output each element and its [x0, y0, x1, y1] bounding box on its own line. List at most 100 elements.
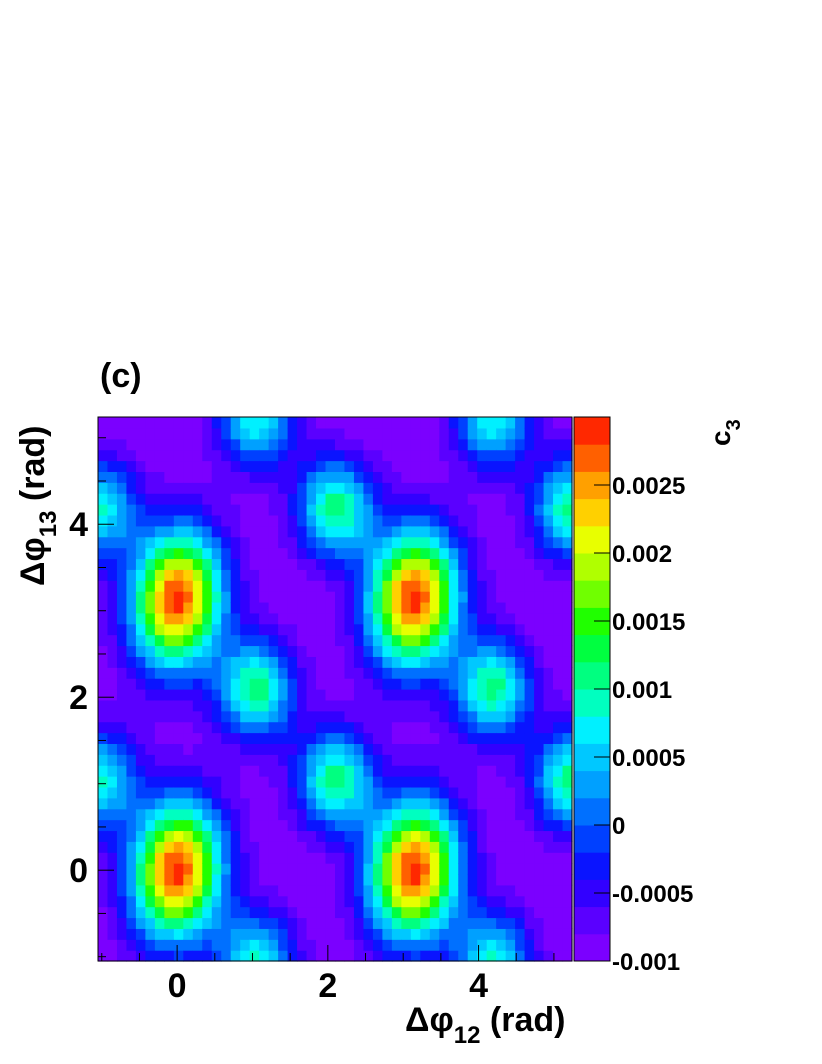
heatmap-cell [353, 819, 365, 832]
heatmap-cell [401, 569, 412, 581]
heatmap-cell [202, 699, 213, 712]
heatmap-cell [297, 449, 308, 462]
heatmap-cell [278, 699, 289, 712]
heatmap-cell [116, 525, 128, 538]
heatmap-cell [505, 732, 516, 744]
heatmap-cell [429, 547, 440, 560]
heatmap-cell [486, 417, 497, 429]
heatmap-cell [496, 525, 507, 538]
heatmap-cell [297, 493, 308, 505]
heatmap-cell [372, 906, 383, 919]
heatmap-cell [107, 819, 118, 832]
heatmap-cell [154, 765, 165, 777]
heatmap-cell [534, 449, 545, 462]
heatmap-cell [316, 895, 327, 908]
heatmap-cell [335, 667, 346, 679]
heatmap-cell [192, 634, 203, 647]
heatmap-cell [553, 536, 564, 549]
heatmap-cell [363, 906, 374, 919]
heatmap-cell [372, 504, 383, 516]
heatmap-cell [116, 547, 128, 560]
heatmap-cell [154, 830, 165, 842]
heatmap-cell [230, 569, 241, 581]
heatmap-cell [230, 721, 241, 734]
heatmap-cell [116, 460, 128, 472]
heatmap-cell [259, 427, 270, 440]
heatmap-cell [515, 678, 526, 690]
heatmap-cell [382, 536, 393, 549]
heatmap-cell [448, 547, 459, 560]
heatmap-cell [439, 612, 450, 625]
heatmap-cell [429, 710, 440, 723]
heatmap-cell [505, 612, 516, 625]
heatmap-cell [543, 852, 554, 864]
heatmap-cell [344, 797, 355, 810]
heatmap-cell [534, 906, 545, 919]
heatmap-cell [477, 580, 488, 592]
heatmap-cell [363, 514, 374, 527]
heatmap-cell [154, 863, 165, 875]
heatmap-cell [344, 884, 355, 897]
heatmap-cell [524, 471, 535, 483]
heatmap-cell [420, 743, 431, 755]
heatmap-cell [126, 623, 137, 636]
heatmap-cell [107, 525, 118, 538]
heatmap-cell [429, 449, 440, 462]
heatmap-cell [372, 939, 383, 951]
heatmap-cell [98, 645, 109, 657]
heatmap-cell [287, 689, 298, 701]
heatmap-cell [211, 721, 222, 734]
heatmap-cell [107, 656, 118, 668]
heatmap-cell [410, 514, 421, 527]
heatmap-cell [496, 797, 507, 810]
heatmap-cell [439, 427, 450, 440]
heatmap-cell [562, 895, 573, 908]
heatmap-cell [562, 808, 573, 821]
heatmap-cell [420, 591, 431, 603]
heatmap-cell [439, 656, 450, 668]
heatmap-cell [353, 678, 365, 690]
heatmap-cell [391, 710, 402, 723]
heatmap-cell [515, 634, 526, 647]
heatmap-cell [458, 797, 469, 810]
heatmap-cell [230, 841, 241, 853]
heatmap-cell [458, 547, 469, 560]
heatmap-cell [534, 917, 545, 929]
heatmap-cell [496, 765, 507, 777]
heatmap-cell [486, 754, 497, 766]
heatmap-cell [562, 591, 573, 603]
heatmap-cell [534, 471, 545, 483]
heatmap-cell [372, 460, 383, 472]
heatmap-cell [335, 786, 346, 799]
heatmap-cell [467, 678, 478, 690]
heatmap-cell [553, 493, 564, 505]
heatmap-cell [173, 547, 184, 560]
color-scale-step [574, 852, 610, 880]
heatmap-cell [372, 950, 383, 962]
heatmap-cell [325, 449, 336, 462]
heatmap-cell [325, 699, 336, 712]
heatmap-cell [145, 449, 156, 462]
heatmap-cell [164, 699, 175, 712]
heatmap-cell [363, 449, 374, 462]
heatmap-cell [154, 689, 165, 701]
heatmap-cell [515, 776, 526, 788]
heatmap-cell [259, 678, 270, 690]
heatmap-cell [496, 438, 507, 451]
heatmap-cell [268, 678, 279, 690]
heatmap-cell [183, 547, 194, 560]
heatmap-cell [524, 427, 535, 440]
heatmap-cell [429, 776, 440, 788]
heatmap-cell [382, 656, 393, 668]
heatmap-cell [325, 917, 336, 929]
heatmap-cell [505, 950, 516, 962]
heatmap-cell [145, 427, 156, 440]
heatmap-cell [458, 514, 469, 527]
heatmap-cell [562, 449, 573, 462]
heatmap-cell [429, 939, 440, 951]
heatmap-cell [562, 852, 573, 864]
heatmap-cell [259, 950, 270, 962]
heatmap-cell [325, 460, 336, 472]
heatmap-cell [325, 493, 336, 505]
heatmap-cell [211, 797, 222, 810]
